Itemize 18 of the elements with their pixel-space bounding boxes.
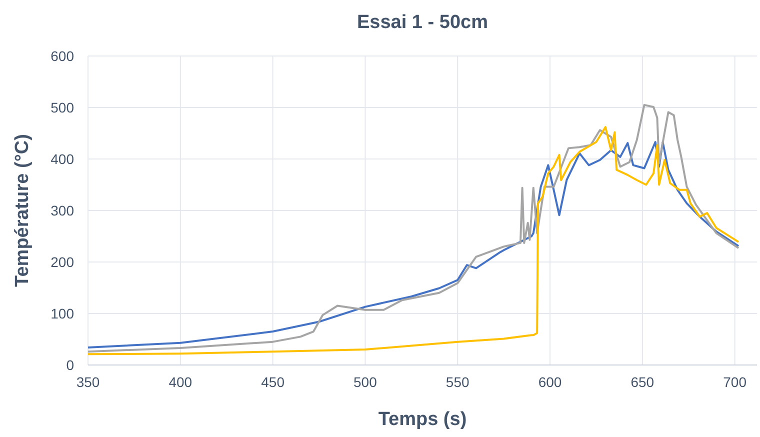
x-tick-label: 450 bbox=[261, 374, 285, 390]
x-tick-label: 500 bbox=[354, 374, 378, 390]
y-tick-label: 600 bbox=[50, 48, 74, 64]
y-axis-title: Température (°C) bbox=[12, 134, 33, 287]
x-tick-label: 650 bbox=[630, 374, 654, 390]
x-axis-title: Temps (s) bbox=[378, 409, 467, 430]
y-tick-label: 500 bbox=[50, 100, 74, 116]
y-tick-label: 200 bbox=[50, 254, 74, 270]
x-tick-label: 350 bbox=[76, 374, 100, 390]
chart-title: Essai 1 - 50cm bbox=[357, 12, 488, 33]
y-tick-label: 0 bbox=[66, 357, 74, 373]
y-tick-label: 400 bbox=[50, 151, 74, 167]
x-tick-label: 600 bbox=[538, 374, 562, 390]
y-tick-label: 300 bbox=[50, 202, 74, 218]
x-tick-label: 700 bbox=[723, 374, 747, 390]
y-tick-label: 100 bbox=[50, 306, 74, 322]
x-tick-label: 550 bbox=[446, 374, 470, 390]
x-tick-label: 400 bbox=[168, 374, 192, 390]
